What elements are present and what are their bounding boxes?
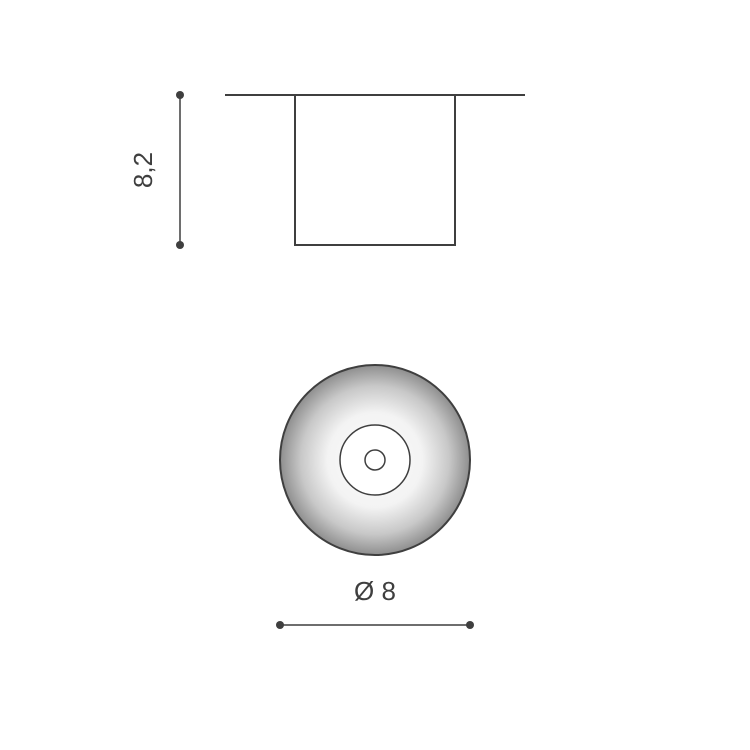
plan-inner-circle [340, 425, 410, 495]
dim-height-tick-bottom [176, 241, 184, 249]
dim-diameter-tick-left [276, 621, 284, 629]
dim-diameter-tick-right [466, 621, 474, 629]
dim-height-label: 8,2 [128, 152, 158, 188]
dim-height-tick-top [176, 91, 184, 99]
dim-diameter-label: Ø 8 [354, 576, 396, 606]
